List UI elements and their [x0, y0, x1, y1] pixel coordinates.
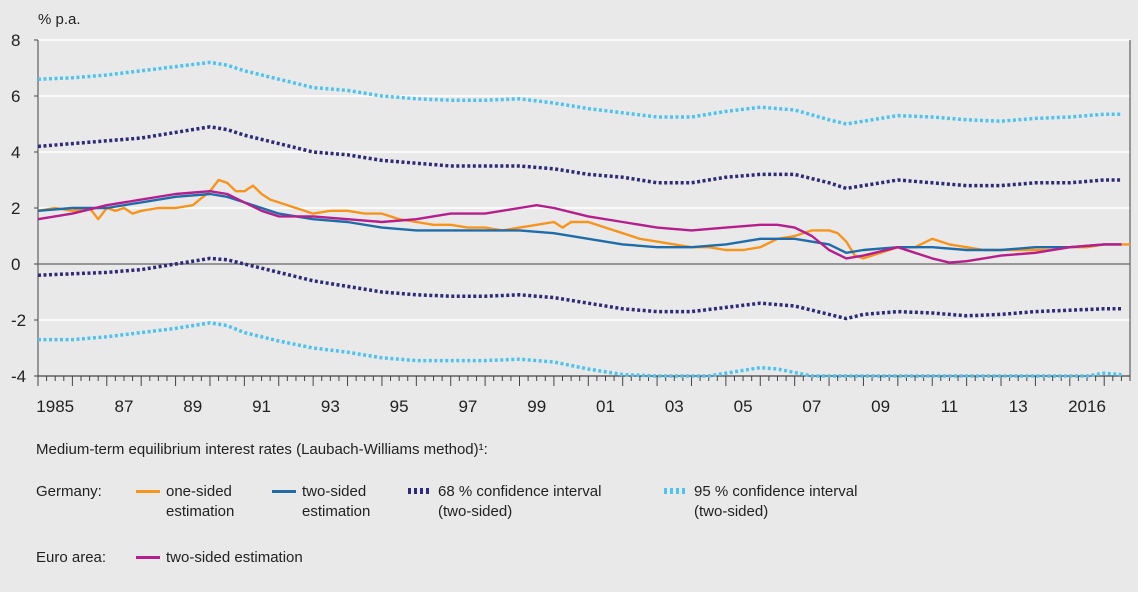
series-line-4	[37, 60, 1122, 126]
series-line-2	[37, 125, 1122, 191]
y-tick-label: 4	[11, 143, 20, 162]
legend-group-germany: Germany:	[36, 483, 102, 500]
legend-label-ea-two-sided: two-sided estimation	[166, 549, 303, 566]
legend-swatch-ea-two-sided	[136, 556, 160, 559]
x-tick-label: 13	[1009, 397, 1028, 416]
x-tick-label: 97	[458, 397, 477, 416]
legend-swatch-de-one-sided	[136, 490, 160, 493]
x-tick-label: 93	[321, 397, 340, 416]
y-unit-label: % p.a.	[38, 11, 81, 28]
x-tick-label: 89	[183, 397, 202, 416]
x-tick-label: 09	[871, 397, 890, 416]
legend-label-de-two-sided: two-sided estimation	[302, 483, 371, 520]
y-tick-label: -2	[11, 311, 26, 330]
series-line-3	[37, 256, 1122, 321]
y-tick-label: 6	[11, 87, 20, 106]
x-tick-label: 1985	[36, 397, 74, 416]
x-tick-label: 03	[665, 397, 684, 416]
y-tick-label: 2	[11, 199, 20, 218]
legend-swatch-de-ci95	[664, 488, 688, 494]
legend-label-de-ci95: 95 % confidence interval (two-sided)	[694, 483, 858, 520]
series-line-0	[37, 178, 1130, 260]
legend-row-euro: Euro area: two-sided estimation	[36, 548, 1126, 592]
line-chart: % p.a. 8 6 4 2 0 -2 -4 1985 87 89 91 93 95 97 99 01 03 05 0…	[11, 11, 1131, 416]
legend-group-euro: Euro area:	[36, 549, 107, 566]
x-tick-label: 95	[390, 397, 409, 416]
x-tick-label: 05	[734, 397, 753, 416]
x-tick-label: 07	[802, 397, 821, 416]
chart: % p.a. 8 6 4 2 0 -2 -4 1985 87 89 91 93 95 97 99 01 03 05 0…	[11, 11, 1131, 416]
x-tick-label: 11	[941, 397, 959, 416]
x-tick-label: 99	[527, 397, 546, 416]
legend-title: Medium-term equilibrium interest rates (…	[36, 441, 488, 458]
legend-swatch-de-two-sided	[272, 490, 296, 493]
y-tick-label: 0	[11, 255, 20, 274]
legend-label-de-one-sided: one-sided estimation	[166, 483, 235, 520]
series-line-1	[37, 192, 1122, 255]
legend-swatch-de-ci68	[408, 488, 432, 494]
legend-label-de-ci68: 68 % confidence interval (two-sided)	[438, 483, 602, 520]
x-tick-label: 01	[596, 397, 615, 416]
legend-row-germany: Germany: one-sided estimation two-sided …	[36, 482, 1126, 526]
x-tick-label: 87	[115, 397, 134, 416]
x-tick-label: 2016	[1068, 397, 1106, 416]
series-line-5	[38, 321, 1122, 378]
series-line-6	[37, 189, 1122, 264]
y-tick-label: 8	[11, 31, 20, 50]
y-tick-label: -4	[11, 367, 26, 386]
x-tick-label: 91	[252, 397, 271, 416]
